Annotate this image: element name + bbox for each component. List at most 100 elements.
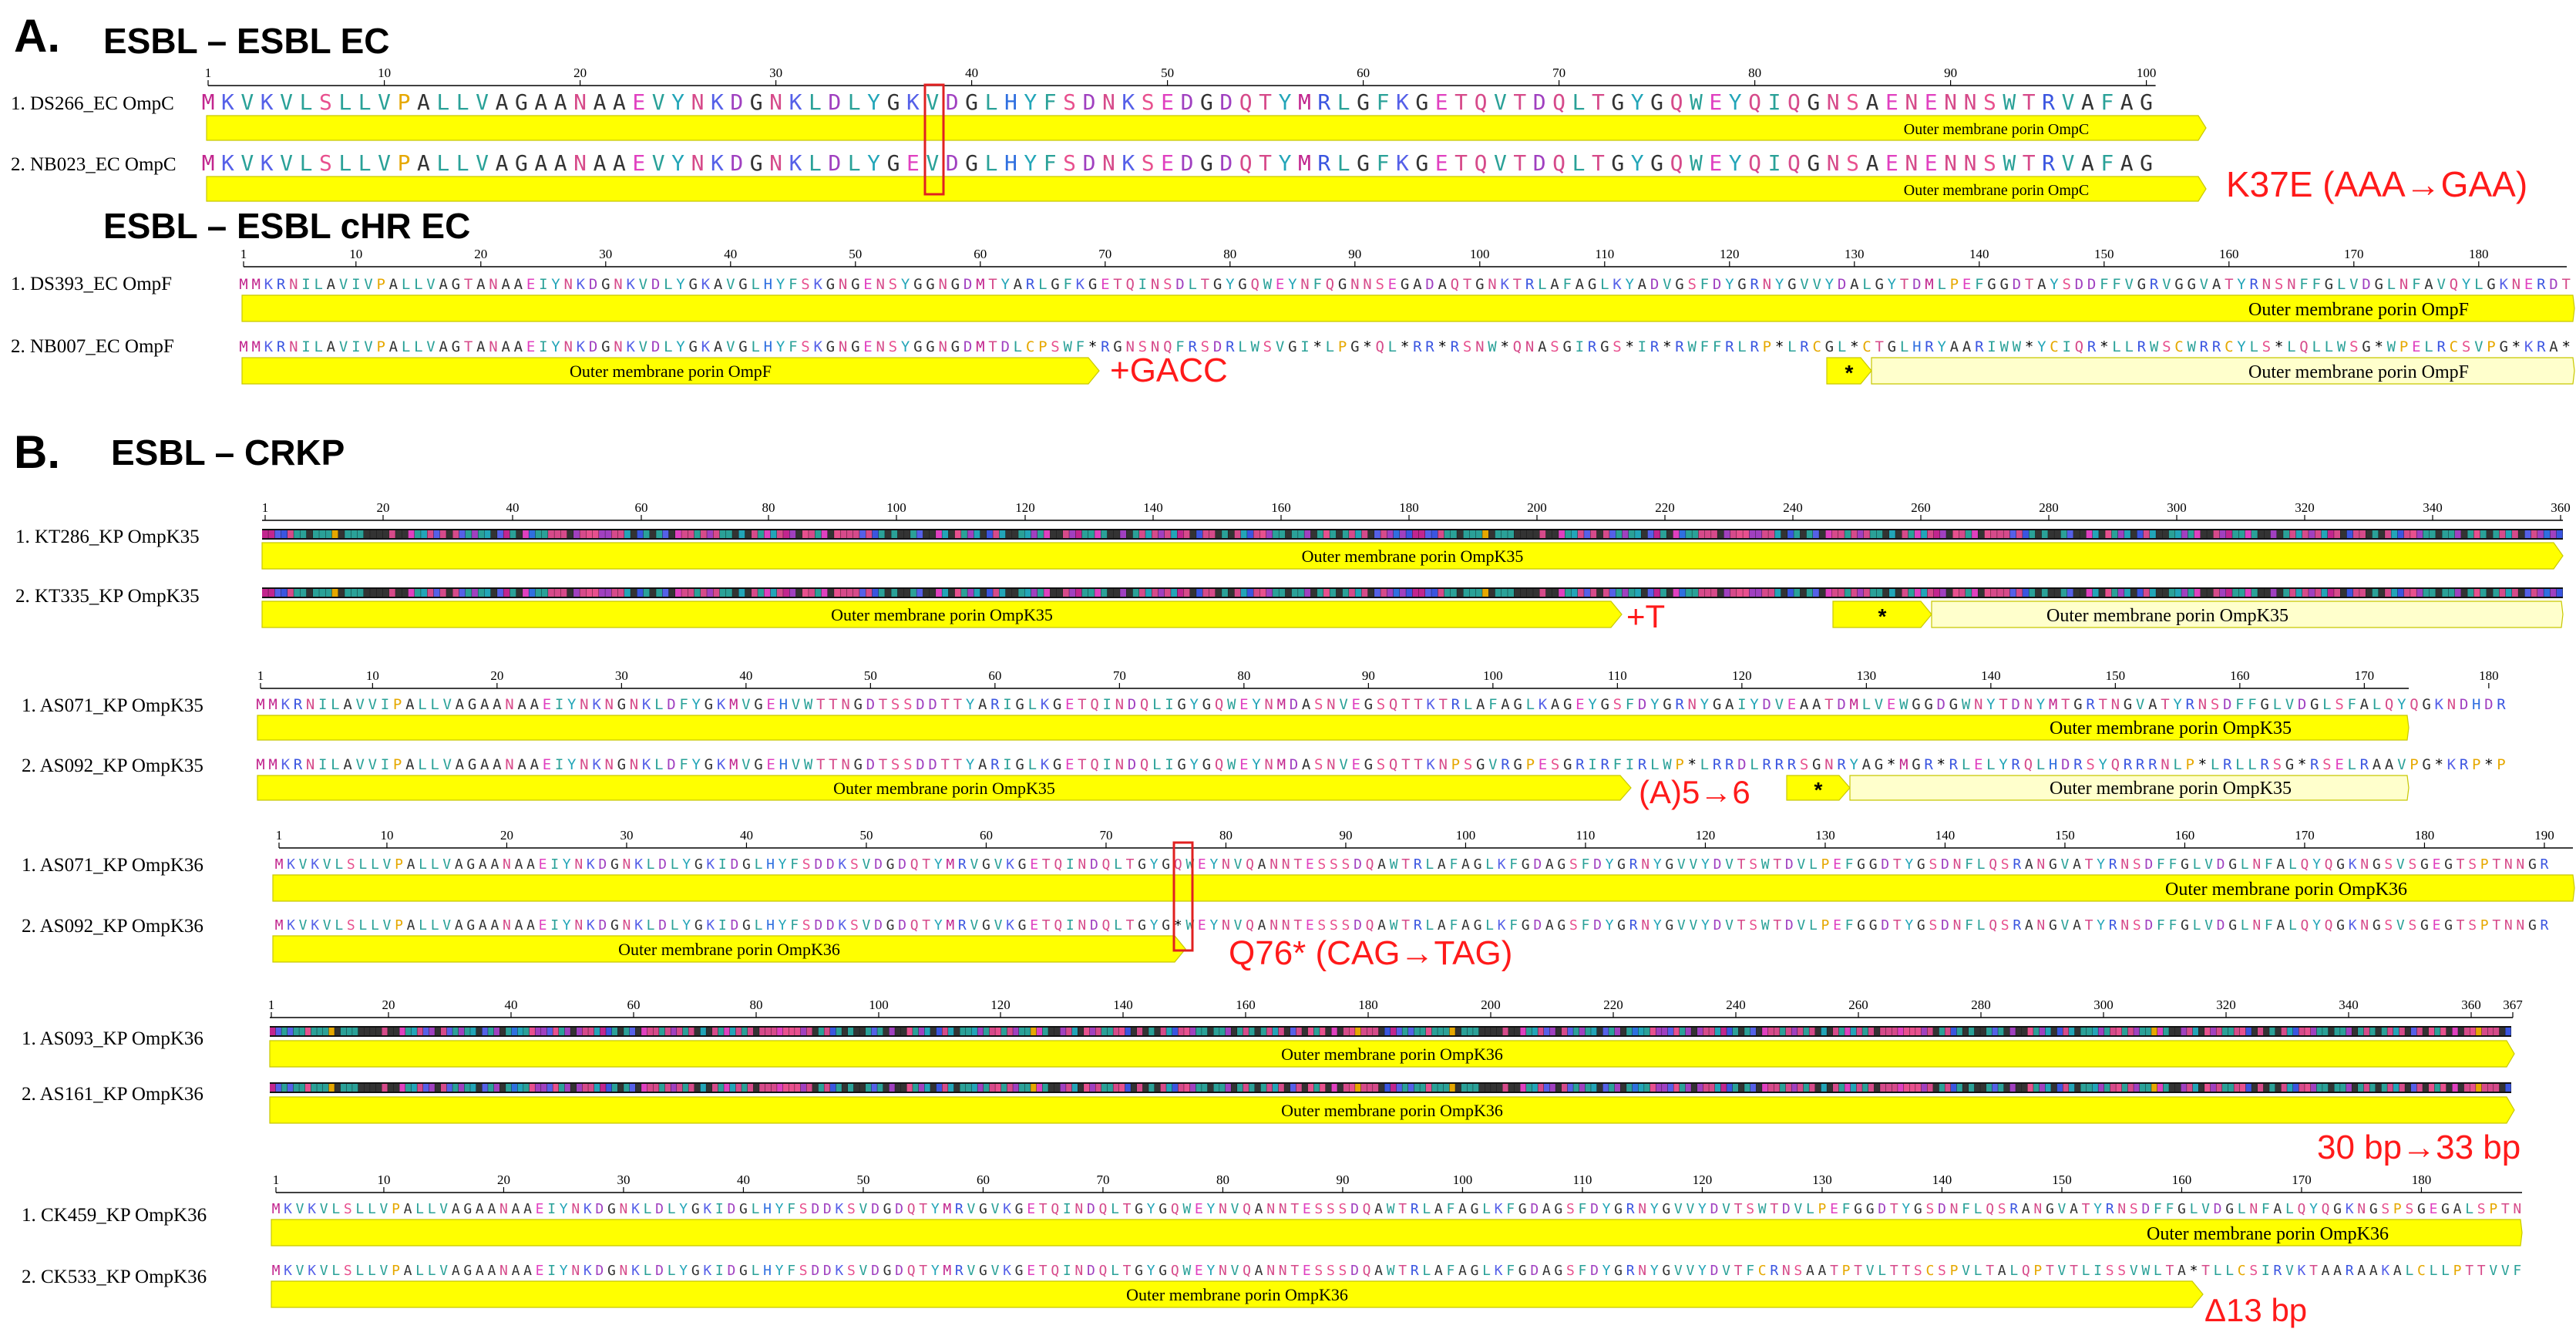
ompk35-bar-row2-cell <box>523 589 529 597</box>
ompf-row1-residue: P <box>1950 276 1959 293</box>
ompc-feature-label: Outer membrane porin OmpC <box>1904 182 2090 199</box>
ompf-row2-residue: A <box>476 338 486 355</box>
ompk35-bar-row2-cell <box>2524 589 2531 597</box>
ompk36-row2-residue: L <box>1114 917 1122 934</box>
ompk36-bar-row1-cell <box>789 1028 795 1035</box>
ompk36-bar-row2-cell <box>564 1084 570 1092</box>
ompk36-row2-residue: N <box>2360 917 2369 934</box>
ompk36-row2-residue: V <box>323 917 331 934</box>
ompk35-bar-row1-cell <box>446 530 452 538</box>
ompk35-bar-row1-cell <box>2162 530 2169 538</box>
ompk35-bar-row2-cell <box>2219 589 2226 597</box>
ompk36b-row1-residue: T <box>2501 1201 2510 1217</box>
ompk35-bar-row2-cell <box>2200 589 2207 597</box>
ompk36-bar-row2-cell <box>1573 1084 1579 1092</box>
ompc-row2-residue: G <box>515 150 528 176</box>
ompk36b-row2-residue: G <box>739 1263 748 1279</box>
ompc-row2-residue: S <box>1063 150 1076 176</box>
ompk35-bar-row1-cell <box>478 530 485 538</box>
ompk35-bar-row2-cell <box>827 589 834 597</box>
ompk36-row2-residue: N <box>574 917 583 934</box>
ompk36-row2-residue: Y <box>682 917 691 934</box>
ompf-row1-residue: F <box>1700 276 1709 293</box>
ompk36-bar-row2-cell <box>2269 1084 2275 1092</box>
ompk36-row2-residue: Y <box>934 917 943 934</box>
ompk35-bar-row1-cell <box>980 530 987 538</box>
ompk36-bar-row2-cell <box>435 1084 441 1092</box>
section-b-heading: ESBL – CRKP <box>111 432 345 473</box>
ompk36-bar-row2-cell <box>1373 1084 1379 1092</box>
ompk36-bar-row2-cell <box>2187 1084 2193 1092</box>
ompk36-bar-row2-cell <box>1307 1084 1314 1092</box>
ompk36b-row2-residue: P <box>2033 1263 2042 1279</box>
ompk35-row1-residue: T <box>2061 696 2070 713</box>
ompk36-bar-row1-cell <box>2334 1028 2340 1035</box>
ompk36b-row1-residue: R <box>2009 1201 2018 1217</box>
ompk36b-row2-residue: E <box>1027 1263 1035 1279</box>
ompk35-row2-residue: S <box>1551 756 1559 773</box>
ompf-ruler-tick-label: 170 <box>2344 247 2364 261</box>
ompf-row2-residue: P <box>1038 338 1047 355</box>
ompk35-bar-row1-cell <box>878 530 885 538</box>
ompc-row2-residue: A <box>496 150 509 176</box>
ompk36b-row1-residue: T <box>1123 1201 1132 1217</box>
ompk36b-row2-residue: A <box>2393 1263 2402 1279</box>
ompk36b-row2-residue: L <box>355 1263 364 1279</box>
ompc-ruler-tick-label: 60 <box>1357 66 1370 80</box>
ompk36-row1-residue: A <box>1258 856 1266 873</box>
ompk35-bar-ruler-tick-label: 280 <box>2039 500 2059 515</box>
ompk36-bar-row1-cell <box>1685 1028 1691 1035</box>
ompk35-bar-row2-cell <box>1545 589 1552 597</box>
ompk36-row2-residue: D <box>2217 917 2225 934</box>
ompk35-bar-row2-cell <box>1266 589 1273 597</box>
ompk36-bar-row1-cell <box>1626 1028 1633 1035</box>
ompk36b-ruler-tick-label: 90 <box>1336 1172 1349 1187</box>
ompf-row2-residue: R <box>1750 338 1759 355</box>
ompk35-bar-row2-cell <box>2168 589 2175 597</box>
ompk35-row1-residue: K <box>1041 696 1050 713</box>
ompf-row1-residue: R <box>2537 276 2546 293</box>
ompf-row1-residue: D <box>651 276 660 293</box>
ompc-row1-residue: E <box>1885 89 1898 115</box>
ompk36-row2-residue: A <box>479 917 487 934</box>
ompk36-bar-row1-cell <box>977 1028 984 1035</box>
ompk36-row1-residue: G <box>886 856 895 873</box>
ompk35-row1-residue: A <box>1800 696 1809 713</box>
ompk36b-row2-residue: K <box>2298 1263 2306 1279</box>
ompk36-row1-residue: K <box>838 856 846 873</box>
ompk36-bar-row2-cell <box>1107 1084 1113 1092</box>
ompk36b-row2-residue: S <box>1566 1263 1575 1279</box>
ompk36-bar-row2-cell <box>659 1084 665 1092</box>
ompk36-bar-row2-cell <box>1638 1084 1644 1092</box>
ompk36b-row2-residue: L <box>2430 1263 2438 1279</box>
ompk35-bar-row1-cell <box>1088 530 1095 538</box>
ompf-row1-residue: Q <box>1125 276 1134 293</box>
ompk36-row2-residue: Y <box>2097 917 2105 934</box>
ompc-row2-residue: E <box>1709 150 1722 176</box>
ompk36b-row2-residue: E <box>1303 1263 1311 1279</box>
ompf-row1-residue: A <box>439 276 448 293</box>
ompk36-row1-residue: L <box>755 856 763 873</box>
ompk36b-row1-residue: K <box>835 1201 843 1217</box>
ompk36b-row1-residue: N <box>2117 1201 2126 1217</box>
ompk36-bar-row1-cell <box>1154 1028 1161 1035</box>
ompk35-bar-row1-cell <box>1812 530 1819 538</box>
ompf-ruler-tick-label: 70 <box>1098 247 1111 261</box>
ompk36-bar-row1-cell <box>895 1028 901 1035</box>
ompk35-bar-row2-cell <box>2531 589 2537 597</box>
ompk36b-row2-residue: A <box>1998 1263 2006 1279</box>
ompc-row2-residue: K <box>789 150 802 176</box>
ompk36b-row1-residue: V <box>296 1201 304 1217</box>
ompk35-bar-row1-cell <box>624 530 631 538</box>
ompk36-bar-row1-cell <box>2174 1028 2181 1035</box>
ompk36-row1-residue: F <box>790 856 799 873</box>
ompk36b-row1-residue: V <box>991 1201 1000 1217</box>
ompk36-row2-residue: V <box>299 917 308 934</box>
ompf-row2-residue: R <box>1413 338 1422 355</box>
ompf-row2-residue: I <box>1638 338 1646 355</box>
ompk36-row1-residue: W <box>1390 856 1398 873</box>
ompk36-row1-residue: D <box>1713 856 1722 873</box>
ompk36-bar-row1-cell <box>753 1028 759 1035</box>
ompf-ruler-tick-label: 50 <box>849 247 862 261</box>
